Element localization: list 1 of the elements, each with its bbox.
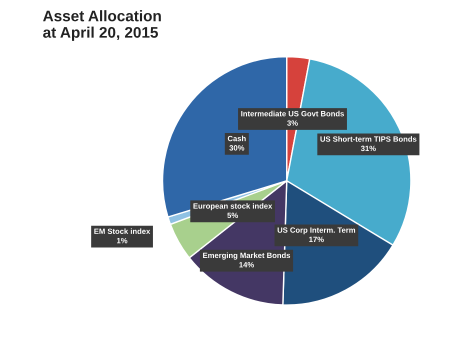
chart-title: Asset Allocation at April 20, 2015	[43, 10, 161, 41]
